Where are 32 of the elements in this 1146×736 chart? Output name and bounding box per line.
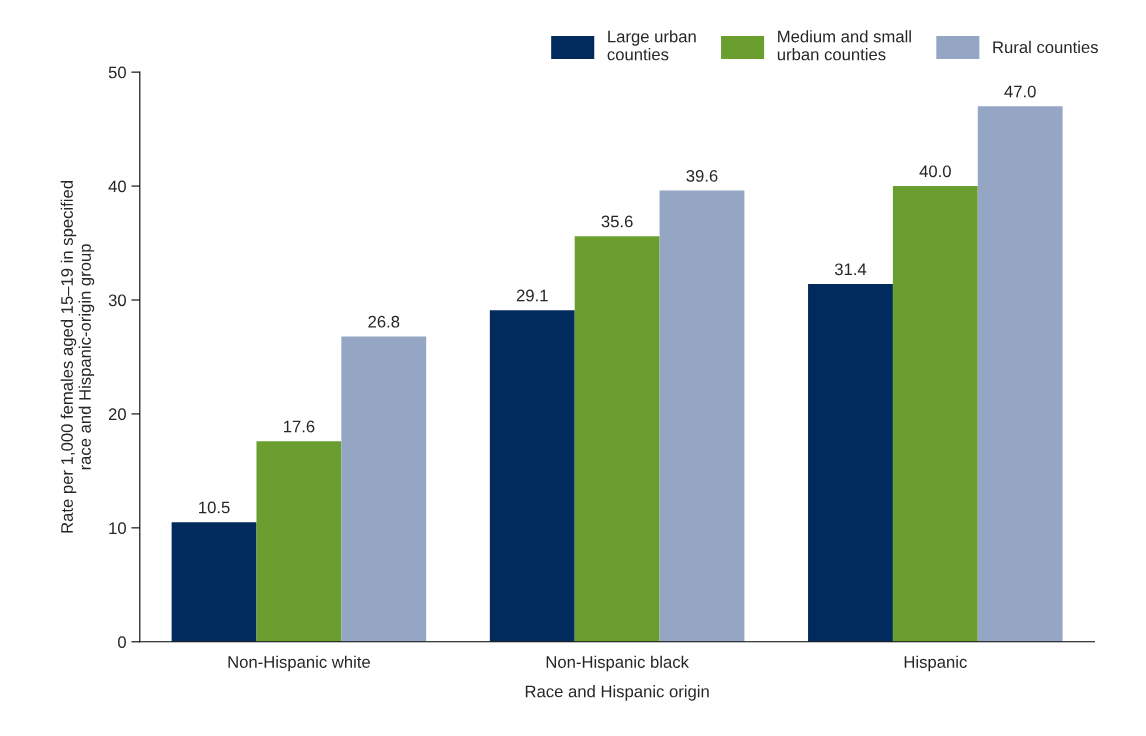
y-tick-label: 50	[108, 66, 126, 79]
bar	[171, 522, 257, 642]
y-tick-label: 30	[108, 294, 126, 307]
data-label: 26.8	[368, 315, 400, 328]
y-tick-label: 40	[108, 180, 126, 193]
x-tick-label: Non-Hispanic white	[228, 655, 370, 672]
y-tick-label: 20	[108, 408, 126, 421]
y-axis-title: Rate per 1,000 females aged 15–19 in specified race and Hispanic-origin group	[60, 181, 95, 533]
data-label: 31.4	[834, 263, 867, 276]
x-tick-label: Hispanic	[904, 655, 967, 672]
legend-label: Large urban counties	[607, 30, 696, 61]
legend-label: Rural counties	[993, 40, 1098, 54]
data-label: 17.6	[283, 420, 315, 433]
x-axis-title: Race and Hispanic origin	[525, 685, 709, 701]
data-label: 40.0	[919, 165, 951, 178]
data-label: 39.6	[686, 169, 718, 182]
bar	[659, 190, 745, 642]
legend-label: Medium and small urban counties	[777, 30, 911, 61]
y-tick-label: 10	[109, 522, 126, 535]
bar	[341, 336, 427, 642]
y-tick-label: 0	[118, 636, 126, 648]
bar	[892, 186, 978, 642]
x-tick-label: Non-Hispanic black	[546, 655, 689, 672]
data-label: 35.6	[601, 215, 633, 228]
bar	[808, 284, 893, 642]
data-label: 29.1	[516, 289, 548, 302]
bar	[574, 236, 660, 642]
bar	[256, 441, 342, 642]
bar	[977, 106, 1063, 642]
bar	[489, 310, 575, 642]
data-label: 47.0	[1004, 85, 1036, 98]
data-label: 10.5	[199, 501, 230, 514]
